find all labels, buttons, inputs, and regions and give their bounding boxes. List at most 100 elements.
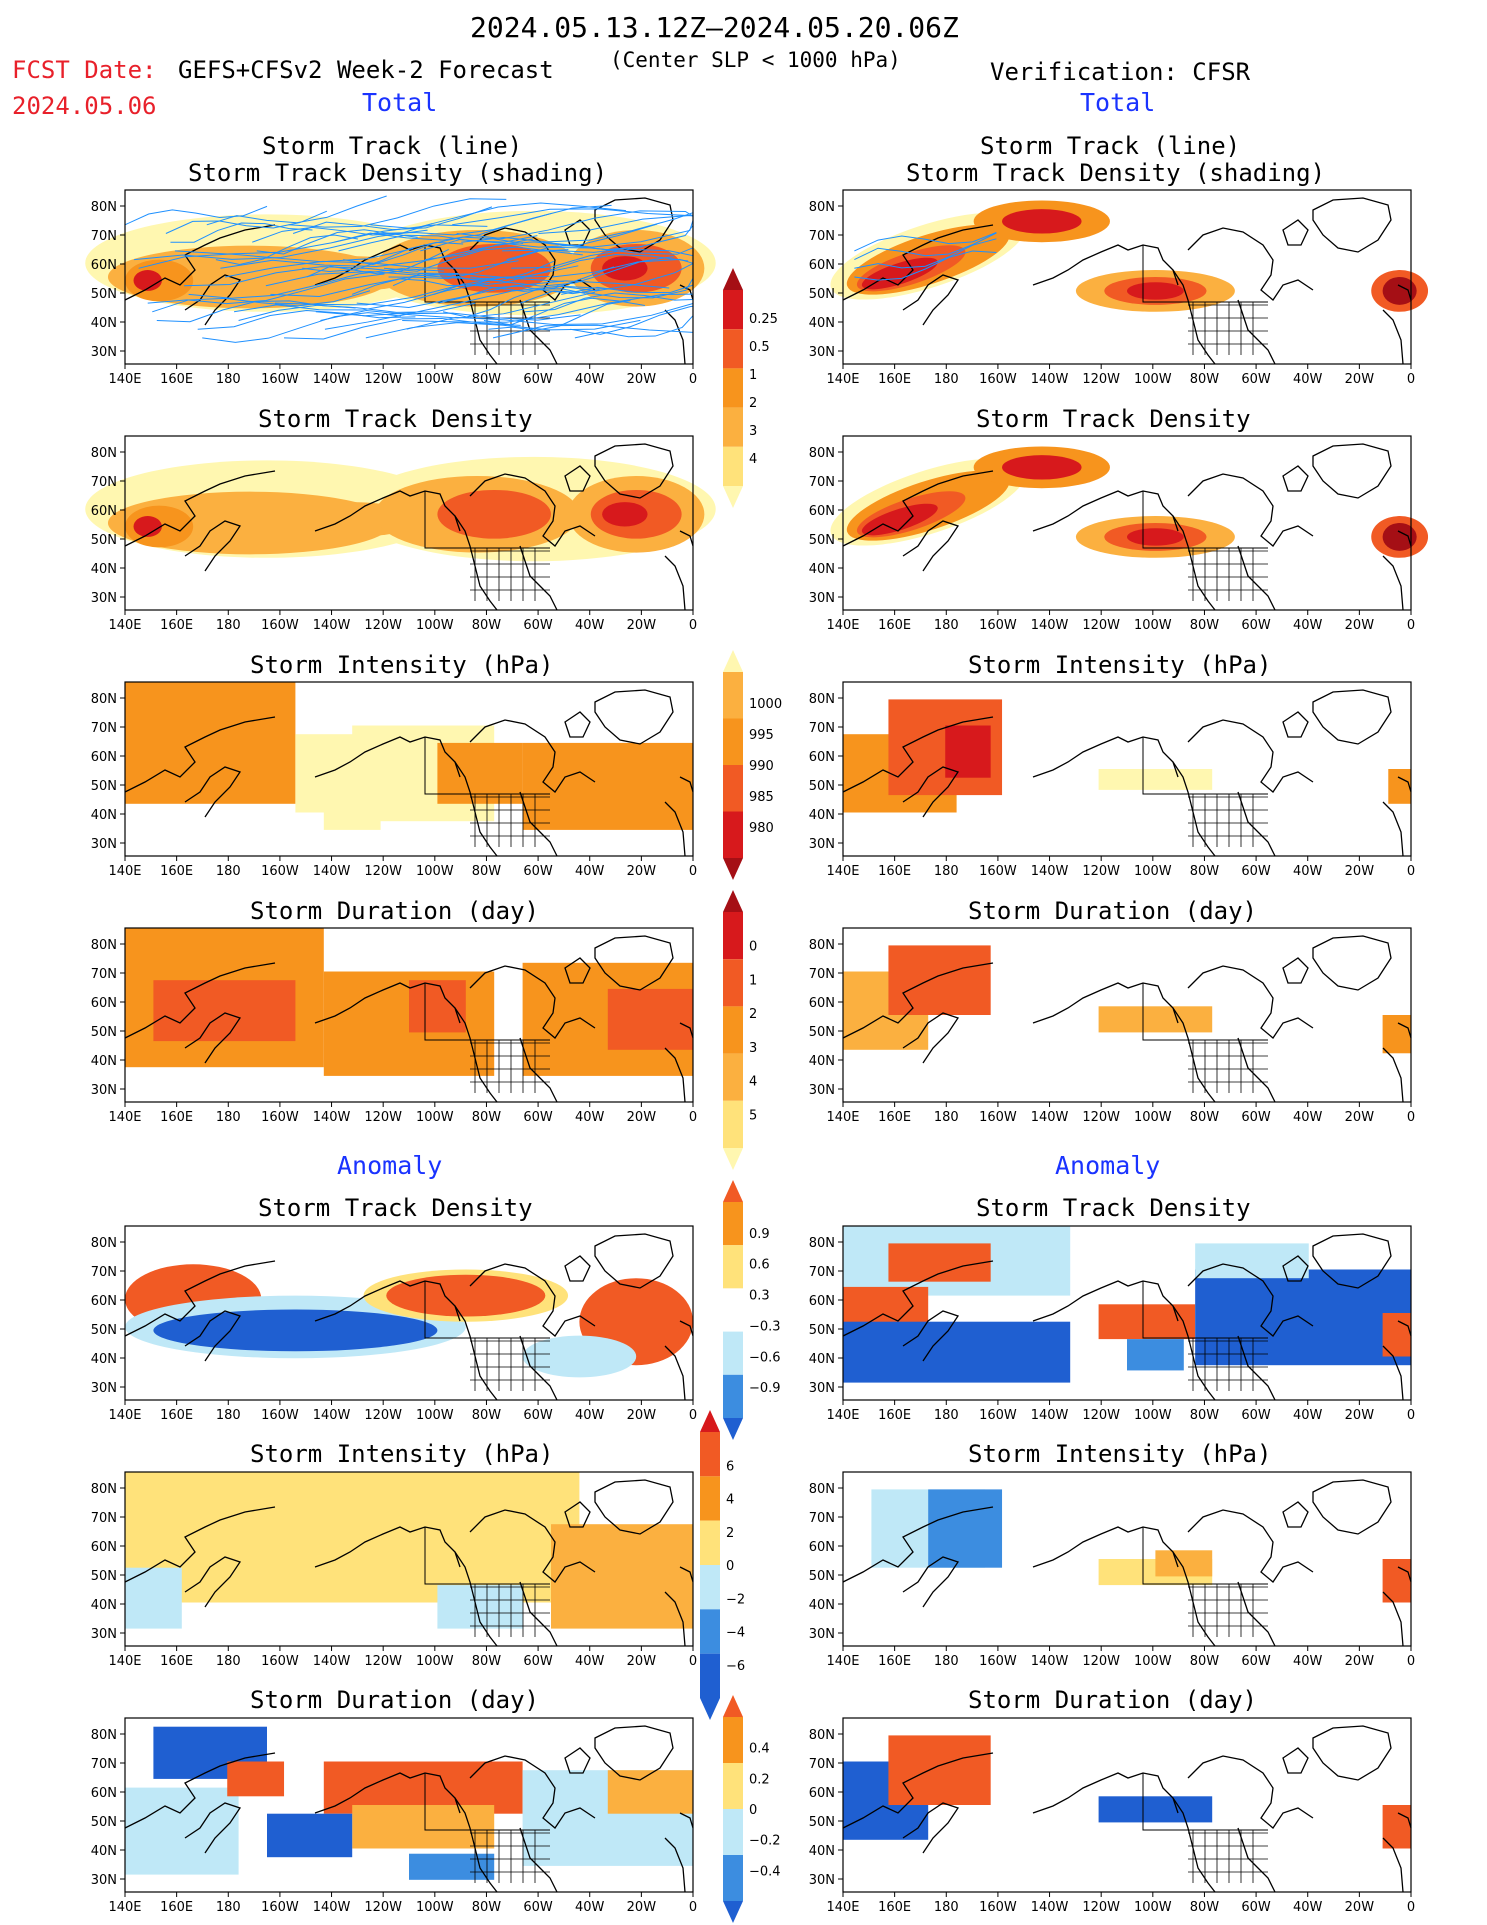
lon-tick-label: 120W <box>364 1110 402 1125</box>
lat-tick-label: 80N <box>91 1482 117 1497</box>
lon-tick-label: 0 <box>689 1110 697 1125</box>
storm-track-line <box>147 273 385 305</box>
coastline <box>1032 490 1179 532</box>
lat-tick-label: 30N <box>809 1627 835 1642</box>
coastline <box>1312 935 1392 991</box>
lon-tick-label: 100W <box>416 864 454 879</box>
map-panel-anom_duration-verification: 140E 160E 180 160W 140W 120W 100W 80W 60W 40W 20W 0… <box>809 1717 1415 1915</box>
lon-tick-label: 120W <box>1082 1408 1120 1423</box>
colorbar-label: −4 <box>726 1626 745 1641</box>
shade-cell <box>1098 769 1213 790</box>
lat-tick-label: 70N <box>91 967 117 982</box>
lon-tick-label: 180 <box>934 618 959 633</box>
map-frame <box>124 435 694 611</box>
storm-track-line <box>402 293 694 323</box>
coastline <box>679 530 694 547</box>
coastline <box>902 274 960 326</box>
storm-track-line <box>524 292 694 313</box>
lon-tick-label: 100W <box>1134 1408 1172 1423</box>
lon-tick-label: 0 <box>1407 618 1415 633</box>
lon-tick-label: 140E <box>108 618 141 633</box>
colorbar-label: 1 <box>749 368 757 383</box>
map-shading <box>125 1726 693 1880</box>
lat-tick-label: 70N <box>91 721 117 736</box>
shade-region <box>522 1335 637 1378</box>
lon-tick-label: 160E <box>878 864 911 879</box>
lat-tick-label: 30N <box>809 1381 835 1396</box>
coastline <box>1187 1263 1314 1337</box>
lon-tick-label: 0 <box>689 1654 697 1669</box>
lon-tick-label: 160E <box>160 1900 193 1915</box>
coastline <box>902 1802 960 1854</box>
coastline <box>679 284 694 301</box>
coastline <box>1397 1566 1412 1583</box>
map-panel-duration-forecast: 140E 160E 180 160W 140W 120W 100W 80W 60W 40W 20W 0… <box>91 927 697 1125</box>
lon-tick-label: 140W <box>313 864 351 879</box>
lon-tick-label: 20W <box>627 864 657 879</box>
lon-tick-label: 40W <box>575 1110 605 1125</box>
coastline <box>902 766 960 818</box>
title-anom-density-left: Storm Track Density <box>258 1194 533 1222</box>
title-track-line-left: Storm Track (line) <box>262 132 523 160</box>
shade-cell <box>125 1567 182 1629</box>
lon-tick-label: 140E <box>108 1900 141 1915</box>
coastline <box>594 197 674 253</box>
map-coastlines <box>124 689 694 857</box>
map-coastlines <box>124 1725 694 1893</box>
lat-tick-label: 70N <box>91 1757 117 1772</box>
lon-tick-label: 0 <box>1407 1900 1415 1915</box>
colorbar-anom-density: 0.9 0.6 0.3 −0.3 −0.6 −0.9 <box>723 1180 793 1440</box>
map-frame <box>842 1225 1412 1401</box>
coastline <box>1312 197 1392 253</box>
lon-tick-label: 60W <box>1241 1900 1271 1915</box>
lat-tick-label: 50N <box>91 1569 117 1584</box>
map-coastlines <box>124 443 694 611</box>
colorbar-label: 0.4 <box>749 1742 770 1757</box>
canada-border <box>424 983 550 1041</box>
canada-border <box>1142 737 1268 795</box>
lat-tick-label: 70N <box>91 1511 117 1526</box>
lat-tick-label: 80N <box>809 1482 835 1497</box>
colorbar-segment <box>700 1565 720 1610</box>
lat-tick-label: 50N <box>91 287 117 302</box>
colorbar-cap <box>723 1180 743 1202</box>
colorbar-label: 2 <box>749 396 757 411</box>
storm-track-line <box>324 312 581 330</box>
coastline <box>124 1260 276 1337</box>
map-shading <box>843 1226 1411 1383</box>
map-panel-anom_intensity-forecast: 140E 160E 180 160W 140W 120W 100W 80W 60W 40W 20W 0… <box>91 1471 697 1669</box>
lat-tick-label: 70N <box>809 721 835 736</box>
storm-track-line <box>433 266 615 295</box>
title-duration-right: Storm Duration (day) <box>968 897 1257 925</box>
storm-track-line <box>302 241 464 273</box>
coastline <box>469 1755 596 1829</box>
lat-tick-label: 40N <box>91 562 117 577</box>
coastline <box>1032 1280 1179 1322</box>
lon-tick-label: 100W <box>1134 1654 1172 1669</box>
lon-tick-label: 160E <box>160 618 193 633</box>
lat-tick-label: 80N <box>809 200 835 215</box>
lon-tick-label: 20W <box>627 1654 657 1669</box>
colorbar-total-density: 0.25 0.5 1 2 3 4 <box>723 268 793 508</box>
lon-tick-label: 160E <box>160 1654 193 1669</box>
lon-tick-label: 160E <box>878 1110 911 1125</box>
lat-tick-label: 70N <box>809 1511 835 1526</box>
coastline <box>314 736 461 778</box>
shade-region <box>1382 277 1417 305</box>
coastline <box>184 1310 242 1362</box>
fcst-date-value: 2024.05.06 <box>12 92 157 120</box>
lat-tick-label: 40N <box>91 1844 117 1859</box>
lat-tick-label: 60N <box>91 1786 117 1801</box>
lat-tick-label: 60N <box>91 1540 117 1555</box>
coastline <box>842 470 994 547</box>
canada-border <box>1142 1281 1268 1339</box>
map-panel-density-forecast: 140E 160E 180 160W 140W 120W 100W 80W 60W 40W 20W 0… <box>85 435 716 633</box>
lat-tick-label: 50N <box>809 287 835 302</box>
colorbar-label: 2 <box>749 1007 757 1022</box>
lon-tick-label: 160W <box>261 864 299 879</box>
lon-tick-label: 100W <box>416 372 454 387</box>
coastline <box>679 1812 694 1829</box>
map-shading <box>125 1472 693 1629</box>
colorbar-label: 5 <box>749 1108 757 1123</box>
storm-track-line <box>456 210 694 240</box>
